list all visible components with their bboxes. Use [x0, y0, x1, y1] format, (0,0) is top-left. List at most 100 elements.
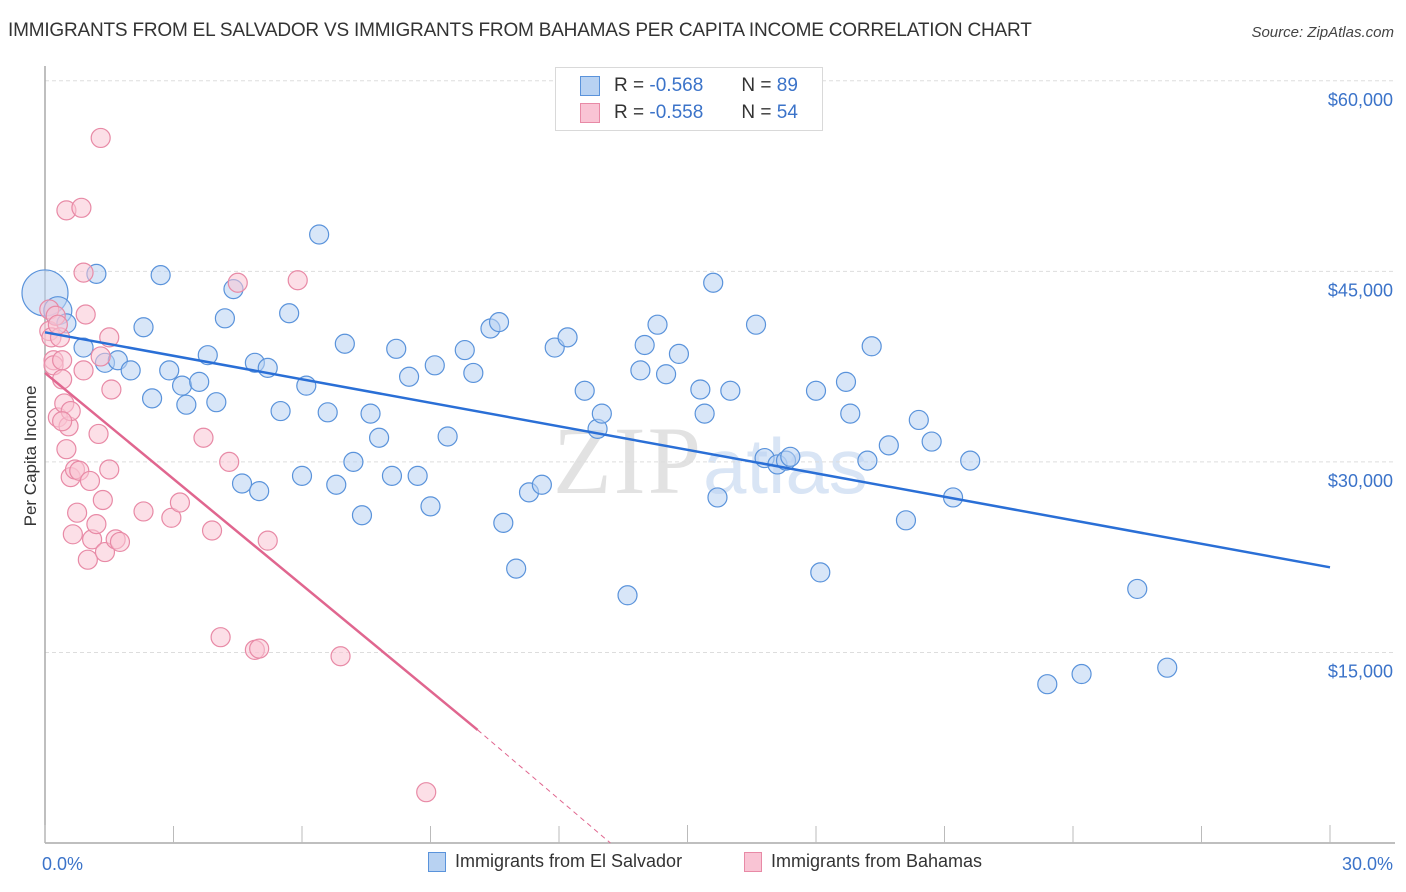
bahamas-point [79, 470, 101, 492]
el-salvador-trend-line [44, 331, 1331, 569]
y-axis-label: Per Capita Income [21, 386, 40, 527]
bahamas-point [109, 531, 131, 553]
bahamas-point [88, 423, 109, 445]
bahamas-trend-extension [477, 729, 611, 844]
bahamas-point [101, 379, 122, 400]
el-salvador-point [908, 409, 929, 431]
chart-title: IMMIGRANTS FROM EL SALVADOR VS IMMIGRANT… [8, 20, 1032, 41]
el-salvador-point [506, 558, 527, 579]
el-salvador-point [398, 366, 420, 387]
x-tick-label: 30.0% [1342, 854, 1393, 874]
el-salvador-point [861, 336, 882, 357]
legend-row-el-salvador: R = -0.568 N = 89 [580, 74, 798, 98]
y-tick-label: $45,000 [1328, 280, 1393, 300]
el-salvador-point [493, 512, 514, 533]
el-salvador-point [463, 362, 484, 384]
el-salvador-point [557, 327, 578, 348]
bahamas-point [161, 507, 182, 528]
el-salvador-point [351, 505, 373, 526]
series-legend: Immigrants from El Salvador Immigrants f… [0, 851, 1406, 877]
el-salvador-point [1127, 578, 1148, 600]
bahamas-point [47, 314, 68, 335]
el-salvador-point [531, 474, 552, 495]
el-salvador-point [171, 375, 193, 396]
bahamas-swatch [744, 851, 762, 872]
bahamas-trend-line [44, 371, 479, 731]
r-label: R = [614, 75, 645, 96]
legend-item-bahamas[interactable]: Immigrants from Bahamas [744, 851, 982, 872]
el-salvador-point [343, 451, 364, 472]
el-salvador-point [291, 465, 313, 486]
bahamas-point [75, 304, 96, 325]
bahamas-point [56, 439, 77, 460]
el-salvador-point [921, 431, 942, 452]
el-salvador-point [745, 314, 767, 335]
legend-item-el-salvador[interactable]: Immigrants from El Salvador [428, 851, 682, 872]
el-salvador-point [840, 403, 861, 424]
el-salvador-point [810, 562, 831, 583]
el-salvador-point [690, 379, 711, 400]
r-label: R = [614, 102, 645, 123]
n-value: 54 [776, 102, 798, 123]
legend-label: Immigrants from El Salvador [455, 851, 683, 871]
watermark-zip: ZIP [553, 407, 703, 514]
bahamas-point [330, 646, 351, 667]
bahamas-points [39, 127, 437, 803]
bahamas-point [86, 514, 107, 535]
el-salvador-swatch [428, 851, 446, 872]
source-label: Source: ZipAtlas.com [1251, 24, 1394, 41]
el-salvador-point [655, 364, 677, 385]
trend-lines [44, 331, 1331, 844]
axes [44, 66, 1395, 844]
el-salvador-point [407, 465, 428, 486]
el-salvador-point [197, 345, 218, 366]
bahamas-point [90, 346, 111, 367]
el-salvador-point [270, 400, 291, 422]
el-salvador-swatch [580, 76, 600, 96]
el-salvador-point [835, 371, 857, 392]
bahamas-point [133, 501, 154, 522]
el-salvador-point [960, 450, 981, 471]
el-salvador-point [574, 380, 595, 401]
bahamas-point [90, 127, 111, 149]
el-salvador-point [647, 314, 668, 335]
el-salvador-point [133, 317, 154, 338]
el-salvador-point [141, 388, 163, 409]
r-value: -0.558 [649, 102, 704, 123]
el-salvador-point [805, 380, 827, 401]
bahamas-point [201, 520, 223, 541]
el-salvador-point [189, 371, 210, 392]
r-value: -0.568 [649, 75, 704, 96]
el-salvador-point [369, 427, 390, 448]
el-salvador-point [703, 272, 724, 293]
el-salvador-point [1157, 657, 1178, 678]
bahamas-swatch [580, 103, 600, 123]
bahamas-point [92, 489, 113, 511]
bahamas-point [99, 459, 120, 480]
el-salvador-point [617, 585, 638, 606]
el-salvador-point [895, 510, 917, 531]
el-salvador-point [73, 337, 94, 358]
bahamas-point [287, 270, 308, 291]
bahamas-point [52, 350, 73, 371]
el-salvador-point [159, 360, 180, 381]
el-salvador-point [454, 339, 475, 361]
bahamas-point [77, 549, 98, 570]
bahamas-point [71, 197, 92, 218]
el-salvador-point [591, 403, 612, 424]
n-label: N = [741, 75, 772, 96]
el-salvador-point [630, 360, 651, 381]
bahamas-point [416, 782, 437, 803]
el-salvador-point [309, 224, 330, 245]
el-salvador-point [231, 473, 253, 494]
bahamas-point [210, 627, 231, 648]
el-salvador-point [488, 312, 510, 333]
bahamas-point [73, 262, 94, 283]
n-label: N = [741, 102, 772, 123]
el-salvador-point [206, 392, 227, 413]
y-tick-label: $30,000 [1328, 471, 1393, 491]
el-salvador-point [668, 343, 690, 364]
bahamas-point [73, 360, 94, 381]
bahamas-point [257, 530, 278, 551]
